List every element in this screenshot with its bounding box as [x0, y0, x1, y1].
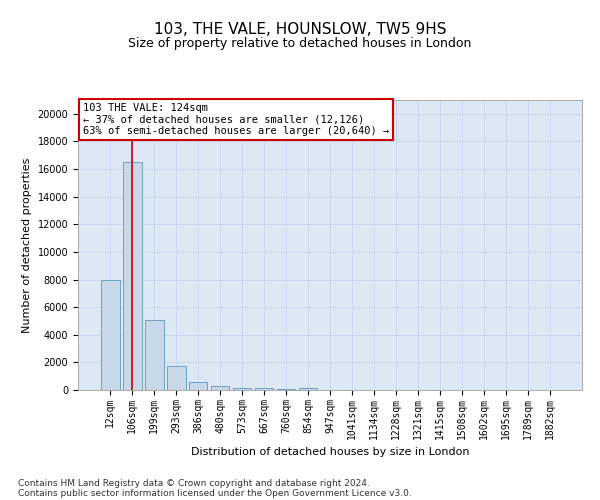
- Text: Size of property relative to detached houses in London: Size of property relative to detached ho…: [128, 38, 472, 51]
- Text: Contains HM Land Registry data © Crown copyright and database right 2024.: Contains HM Land Registry data © Crown c…: [18, 478, 370, 488]
- Text: Contains public sector information licensed under the Open Government Licence v3: Contains public sector information licen…: [18, 488, 412, 498]
- Bar: [233, 388, 251, 390]
- Bar: [123, 162, 142, 390]
- Y-axis label: Number of detached properties: Number of detached properties: [22, 158, 32, 332]
- X-axis label: Distribution of detached houses by size in London: Distribution of detached houses by size …: [191, 447, 469, 457]
- Bar: [101, 280, 119, 390]
- Bar: [299, 388, 317, 390]
- Text: 103 THE VALE: 124sqm
← 37% of detached houses are smaller (12,126)
63% of semi-d: 103 THE VALE: 124sqm ← 37% of detached h…: [83, 103, 389, 136]
- Bar: [211, 386, 229, 390]
- Bar: [167, 366, 185, 390]
- Bar: [145, 320, 164, 390]
- Text: 103, THE VALE, HOUNSLOW, TW5 9HS: 103, THE VALE, HOUNSLOW, TW5 9HS: [154, 22, 446, 38]
- Bar: [255, 388, 274, 390]
- Bar: [277, 388, 295, 390]
- Bar: [189, 382, 208, 390]
